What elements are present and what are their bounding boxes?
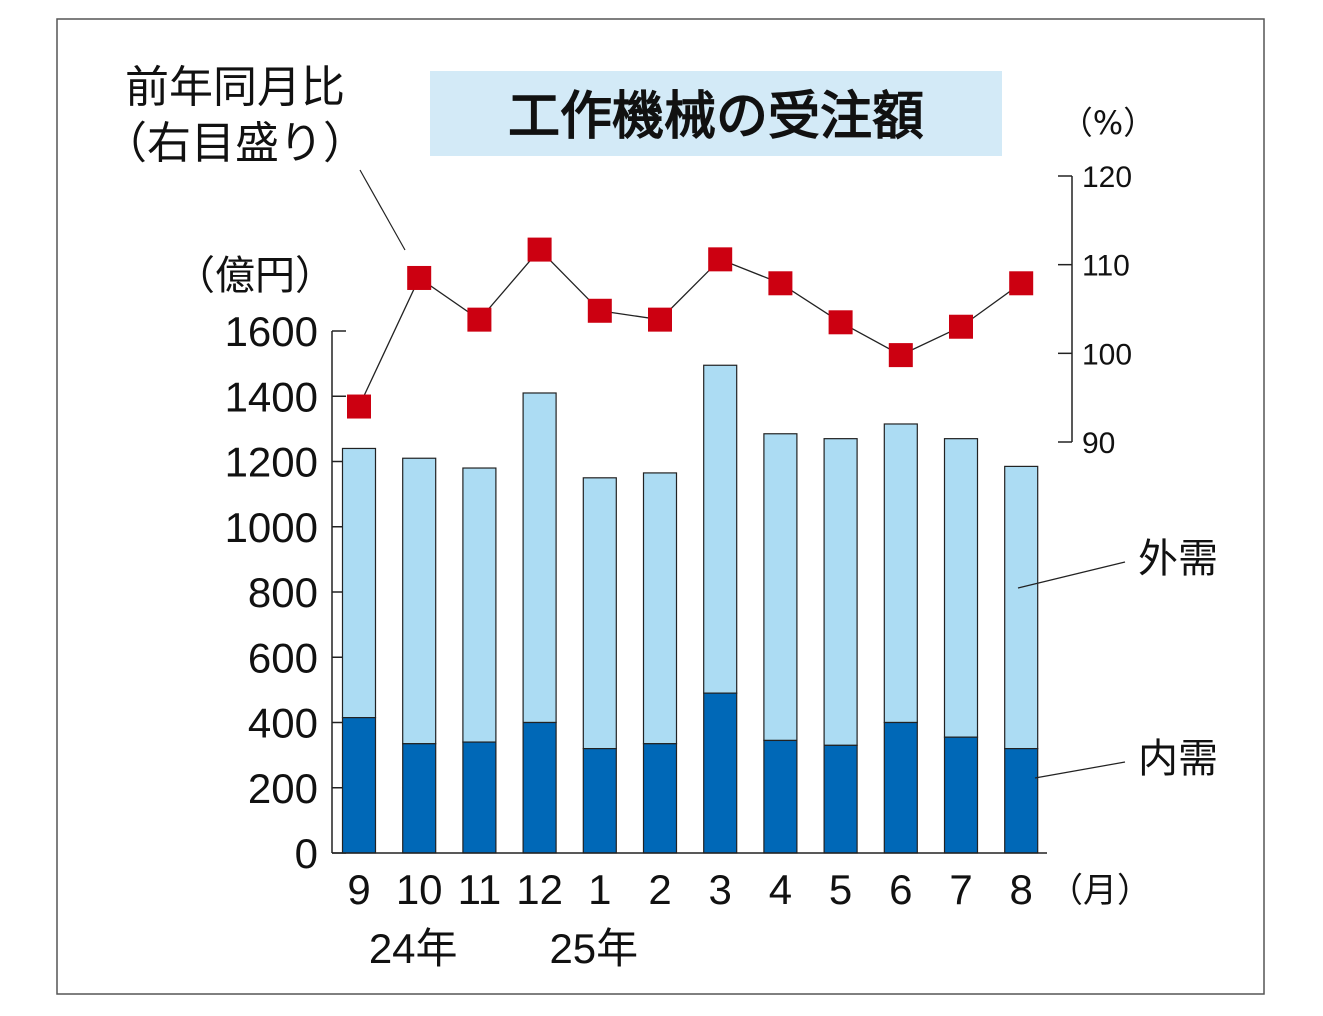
yoy-marker xyxy=(527,237,552,262)
bar-inner-demand xyxy=(642,743,678,854)
left-tick-label: 800 xyxy=(248,569,318,616)
inner-demand-leader xyxy=(1034,761,1126,779)
title-background xyxy=(430,71,1002,156)
left-tick-label: 0 xyxy=(295,830,318,877)
left-axis: 0 200 400 600 800 1000 1200 1400 1600 xyxy=(225,308,346,877)
yoy-marker xyxy=(888,343,913,368)
left-tick-label: 600 xyxy=(248,634,318,681)
right-tick-label: 120 xyxy=(1082,161,1132,194)
x-tick-label: 11 xyxy=(458,866,502,913)
right-axis: 90 100 110 120 xyxy=(1058,161,1132,460)
left-tick-label: 1400 xyxy=(225,373,318,420)
x-tick-label: 4 xyxy=(769,866,792,913)
bar-outer-demand xyxy=(1004,465,1039,750)
chart-title: 工作機械の受注額 xyxy=(508,87,924,147)
right-axis-unit: （%） xyxy=(1061,104,1155,142)
inner-demand-label: 内需 xyxy=(1138,736,1218,782)
x-tick-label: 1 xyxy=(588,866,611,913)
right-tick-label: 100 xyxy=(1082,338,1132,371)
bar-outer-demand xyxy=(582,477,617,750)
line-series-leader xyxy=(359,169,406,251)
bar-inner-demand xyxy=(943,736,979,854)
bar-outer-demand xyxy=(703,364,738,694)
yoy-marker xyxy=(949,314,973,339)
chart-frame xyxy=(56,18,1265,995)
bar-inner-demand xyxy=(522,721,557,854)
bar-inner-demand xyxy=(823,744,858,854)
bar-inner-demand xyxy=(462,741,497,854)
bar-outer-demand xyxy=(462,467,497,743)
yoy-marker xyxy=(828,310,853,335)
left-tick-label: 1200 xyxy=(225,439,318,486)
bar-outer-demand xyxy=(943,438,979,738)
x-tick-label: 5 xyxy=(829,866,852,913)
right-tick-label: 110 xyxy=(1082,250,1130,283)
line-series-label: 前年同月比 xyxy=(125,62,345,113)
bar-inner-demand xyxy=(763,739,798,854)
yoy-marker xyxy=(648,307,672,332)
x-tick-label: 8 xyxy=(1010,866,1033,913)
bar-inner-demand xyxy=(1004,747,1039,854)
x-tick-label: 7 xyxy=(949,866,972,913)
x-tick-label: 3 xyxy=(709,866,732,913)
bar-inner-demand xyxy=(703,692,738,854)
yoy-marker xyxy=(768,271,793,296)
left-tick-label: 1600 xyxy=(225,308,318,355)
bar-inner-demand xyxy=(402,743,437,854)
line-series xyxy=(347,237,1034,419)
bar-outer-demand xyxy=(522,392,557,724)
x-tick-label: 10 xyxy=(396,866,443,913)
bar-outer-demand xyxy=(402,457,437,745)
bar-outer-demand xyxy=(341,447,377,719)
left-tick-label: 1000 xyxy=(225,504,318,551)
yoy-marker xyxy=(1009,271,1034,296)
x-tick-label: 2 xyxy=(648,866,671,913)
x-tick-label: 9 xyxy=(347,866,370,913)
bar-outer-demand xyxy=(763,433,798,742)
bar-outer-demand xyxy=(823,438,858,746)
left-axis-unit: （億円） xyxy=(175,253,335,299)
outer-demand-leader xyxy=(1017,561,1126,589)
yoy-marker xyxy=(708,247,733,272)
yoy-line xyxy=(358,248,1022,407)
yoy-marker xyxy=(467,307,492,332)
bar-series xyxy=(341,364,1039,854)
x-tick-label: 6 xyxy=(889,866,912,913)
left-tick-label: 200 xyxy=(248,765,318,812)
right-tick-label: 90 xyxy=(1082,427,1115,460)
bar-inner-demand xyxy=(341,717,377,854)
year-label: 24年 xyxy=(369,925,458,972)
bar-inner-demand xyxy=(883,721,918,854)
yoy-marker xyxy=(407,265,432,290)
x-tick-label: 12 xyxy=(516,866,563,913)
bar-outer-demand xyxy=(642,472,678,745)
left-tick-label: 400 xyxy=(248,700,318,747)
bar-outer-demand xyxy=(883,423,918,724)
line-series-axis-note: （右目盛り） xyxy=(103,118,367,169)
yoy-marker xyxy=(347,394,371,419)
x-axis-unit: （月） xyxy=(1049,871,1151,911)
outer-demand-label: 外需 xyxy=(1138,536,1218,582)
yoy-marker xyxy=(587,298,612,323)
bar-inner-demand xyxy=(582,747,617,854)
year-label: 25年 xyxy=(549,925,638,972)
